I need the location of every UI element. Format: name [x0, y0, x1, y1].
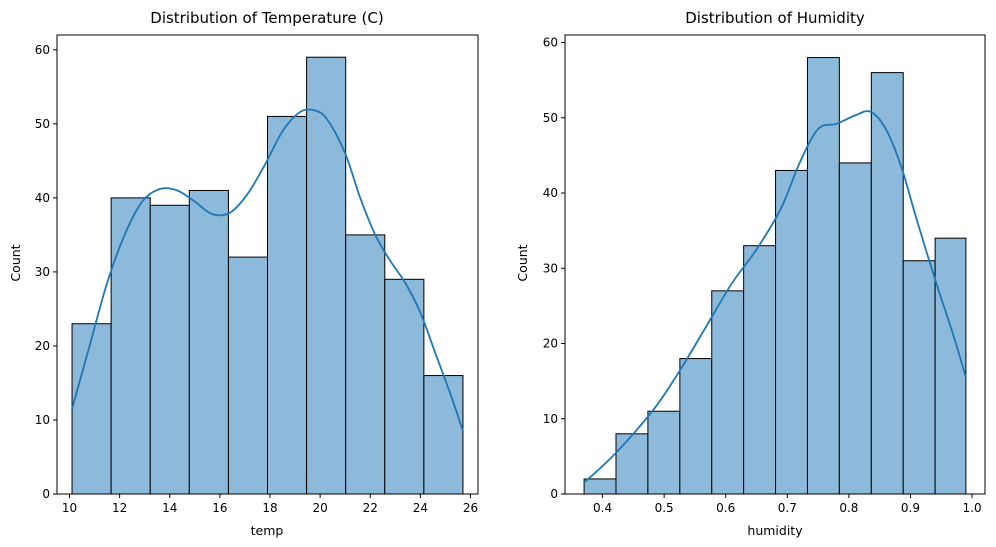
x-tick-label: 20: [312, 501, 327, 515]
x-tick-label: 0.8: [839, 501, 858, 515]
histogram-bar: [306, 56, 347, 495]
y-tick-label: 50: [543, 111, 558, 125]
axes-frame: [56, 34, 479, 495]
y-axis-label: Count: [515, 244, 530, 281]
y-tick-label: 0: [42, 487, 50, 501]
chart-humidity: Distribution of Humidity 0.4 0.5 0.6 0.7 0.8…: [515, 9, 986, 538]
y-tick-label: 20: [35, 339, 50, 353]
histogram-bar: [384, 278, 425, 495]
histogram-bar: [870, 72, 904, 495]
plot-area: 0.4 0.5 0.6 0.7 0.8 0.9 1.0 0 10 20 30 40 50 60: [543, 34, 986, 515]
histogram-bar: [934, 237, 967, 495]
axes-frame: [564, 34, 986, 495]
x-tick-label: 14: [162, 501, 177, 515]
y-tick-label: 60: [35, 43, 50, 57]
x-tick-label: 16: [212, 501, 227, 515]
histogram-bar: [71, 323, 112, 495]
x-tick-label: 0.7: [778, 501, 797, 515]
x-tick-label: 22: [363, 501, 378, 515]
x-tick-label: 0.6: [716, 501, 735, 515]
y-tick-label: 30: [543, 261, 558, 275]
x-tick-label: 0.9: [901, 501, 920, 515]
histogram-bar: [902, 260, 936, 495]
histogram-bar: [188, 189, 229, 495]
x-tick-label: 0.4: [593, 501, 612, 515]
histogram-bar: [806, 57, 840, 495]
plot-area: 10 12 14 16 18 20 22 24 26 0 10 20 30 40 50 60: [35, 34, 479, 515]
kde-line: [71, 108, 464, 432]
chart-title: Distribution of Humidity: [685, 9, 865, 27]
x-axis-label: temp: [251, 523, 284, 538]
chart-title: Distribution of Temperature (C): [150, 9, 383, 27]
x-tick-label: 0.5: [655, 501, 674, 515]
histogram-bar: [423, 375, 464, 495]
kde-line: [583, 110, 967, 484]
x-tick-label: 10: [62, 501, 77, 515]
histogram-bar: [679, 358, 713, 495]
x-tick-label: 1.0: [963, 501, 982, 515]
y-axis-label: Count: [8, 244, 23, 281]
histogram-bar: [743, 245, 777, 495]
y-tick-label: 50: [35, 117, 50, 131]
histogram-bar: [711, 290, 745, 495]
chart-temperature: Distribution of Temperature (C) 10 12 14 16…: [8, 9, 479, 538]
histogram-bar: [110, 197, 151, 495]
histogram-bar: [647, 410, 681, 495]
histogram-bar: [345, 234, 386, 495]
y-tick-label: 20: [543, 337, 558, 351]
histogram-bar: [267, 115, 308, 495]
y-tick-label: 60: [543, 36, 558, 50]
y-tick-label: 10: [543, 412, 558, 426]
x-tick-label: 12: [112, 501, 127, 515]
x-tick-label: 18: [262, 501, 277, 515]
histogram-bar: [838, 162, 872, 495]
y-tick-label: 0: [550, 487, 558, 501]
x-tick-label: 26: [463, 501, 478, 515]
x-tick-label: 24: [413, 501, 428, 515]
histogram-bar: [583, 478, 617, 495]
y-tick-label: 10: [35, 413, 50, 427]
histogram-bar: [615, 433, 649, 495]
y-tick-label: 40: [543, 186, 558, 200]
y-tick-label: 40: [35, 191, 50, 205]
y-tick-label: 30: [35, 265, 50, 279]
histogram-bar: [149, 204, 190, 495]
x-axis-label: humidity: [747, 523, 803, 538]
histogram-bar: [775, 169, 808, 495]
histogram-bar: [227, 256, 269, 495]
